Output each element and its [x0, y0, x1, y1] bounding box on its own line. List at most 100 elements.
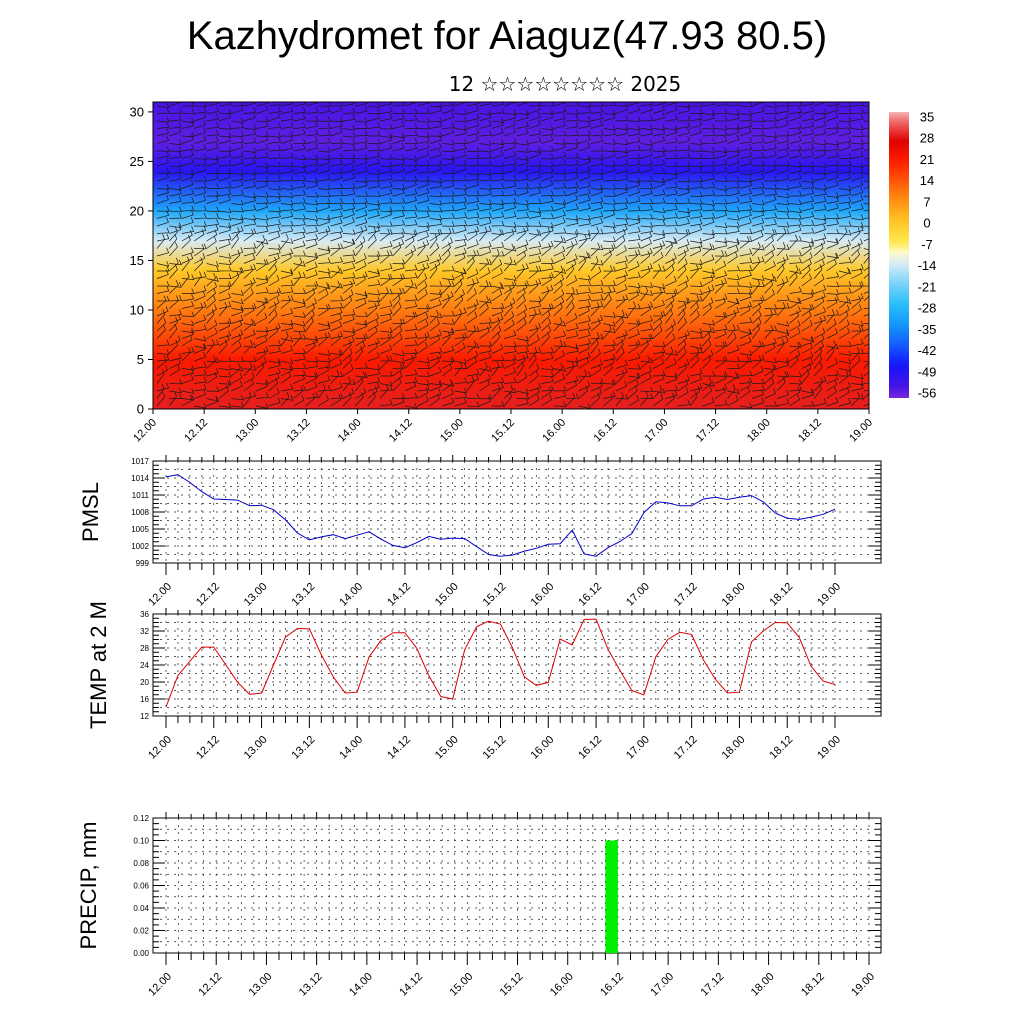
wind-barb — [615, 367, 628, 377]
wind-barb — [305, 159, 319, 167]
wind-barb — [652, 287, 663, 302]
wind-barb — [851, 383, 864, 392]
wind-barb — [739, 158, 753, 167]
wind-barb — [268, 218, 281, 227]
wind-barb — [665, 385, 678, 392]
wind-barb — [789, 199, 802, 206]
wind-barb — [628, 363, 641, 370]
wind-barb — [702, 173, 715, 182]
wind-barb — [851, 280, 864, 287]
wind-barb — [318, 375, 331, 384]
wind-barb — [318, 364, 330, 377]
wind-barb — [553, 390, 567, 399]
wind-barb — [838, 370, 852, 377]
wind-barb — [442, 190, 455, 197]
wind-barb — [454, 252, 466, 264]
wind-barb — [156, 280, 170, 287]
wind-barb — [355, 153, 368, 160]
wind-barb — [665, 198, 678, 204]
wind-barb — [863, 308, 869, 309]
wind-barb — [392, 274, 403, 287]
wind-barb — [429, 149, 442, 159]
wind-barb — [355, 292, 368, 302]
wind-barb — [590, 314, 603, 324]
wind-barb — [813, 361, 823, 377]
wind-barb — [826, 122, 840, 129]
wind-barb — [727, 239, 740, 249]
wind-barb — [789, 234, 798, 249]
wind-barb — [652, 240, 666, 249]
wind-barb — [442, 180, 455, 189]
wind-barb — [454, 363, 468, 369]
wind-barb — [293, 298, 306, 305]
wind-barb — [652, 177, 666, 184]
wind-barb — [156, 391, 166, 407]
x-tick-label: 17.12 — [672, 734, 700, 762]
wind-barb — [169, 126, 182, 137]
wind-barb — [578, 107, 592, 114]
wind-barb — [256, 356, 267, 369]
wind-barb — [194, 361, 207, 369]
wind-barb — [231, 104, 244, 114]
wind-barb — [789, 122, 802, 129]
wind-barb — [714, 312, 726, 324]
wind-barb — [739, 180, 752, 189]
wind-barb — [714, 115, 728, 122]
wind-barb — [429, 356, 440, 369]
wind-barb — [194, 291, 206, 302]
wind-barb — [504, 211, 517, 219]
wind-barb — [342, 216, 355, 227]
wind-barb — [714, 355, 728, 362]
wind-barb — [380, 384, 393, 392]
wind-barb — [801, 368, 810, 384]
wind-barb — [541, 190, 554, 197]
wind-barb — [479, 217, 492, 227]
wind-barb — [578, 300, 591, 309]
wind-barb — [801, 243, 812, 257]
wind-barb — [851, 194, 864, 204]
wind-barb — [417, 254, 430, 264]
wind-barb — [317, 383, 326, 399]
x-tick-label: 16.00 — [528, 581, 556, 609]
wind-barb — [342, 388, 355, 399]
wind-barb — [714, 270, 728, 279]
wind-barb — [404, 108, 418, 114]
wind-barb — [851, 325, 864, 332]
wind-barb — [454, 247, 467, 257]
wind-barb — [504, 346, 517, 354]
wind-barb — [764, 218, 777, 227]
x-tick-label: 15.12 — [481, 734, 509, 762]
wind-barb — [739, 110, 753, 116]
wind-barb — [504, 330, 517, 339]
wind-barb — [454, 138, 468, 144]
wind-barb — [479, 189, 492, 197]
wind-barb — [541, 222, 554, 228]
wind-barb — [603, 236, 616, 243]
wind-barb — [442, 221, 455, 227]
wind-barb — [181, 364, 195, 371]
wind-barb — [280, 371, 292, 384]
wind-barb — [466, 325, 477, 339]
wind-barb — [776, 257, 786, 272]
wind-barb — [392, 205, 406, 212]
wind-barb — [603, 249, 613, 264]
wind-barb — [739, 288, 753, 295]
wind-barb — [181, 320, 195, 326]
wind-barb — [231, 362, 241, 377]
wind-barb — [702, 153, 716, 160]
wind-barb — [355, 136, 368, 144]
wind-barb — [677, 197, 691, 204]
wind-barb — [194, 119, 207, 129]
wind-barb — [677, 229, 689, 242]
wind-barb — [628, 187, 641, 197]
wind-barb — [603, 242, 616, 249]
wind-barb — [206, 224, 219, 234]
wind-barb — [342, 262, 356, 272]
wind-barb — [739, 328, 752, 335]
wind-barb — [280, 134, 293, 144]
wind-barb — [516, 318, 527, 332]
wind-barb — [640, 221, 654, 228]
wind-barb — [330, 197, 344, 204]
wind-barb — [380, 334, 391, 347]
wind-barb — [752, 165, 765, 174]
